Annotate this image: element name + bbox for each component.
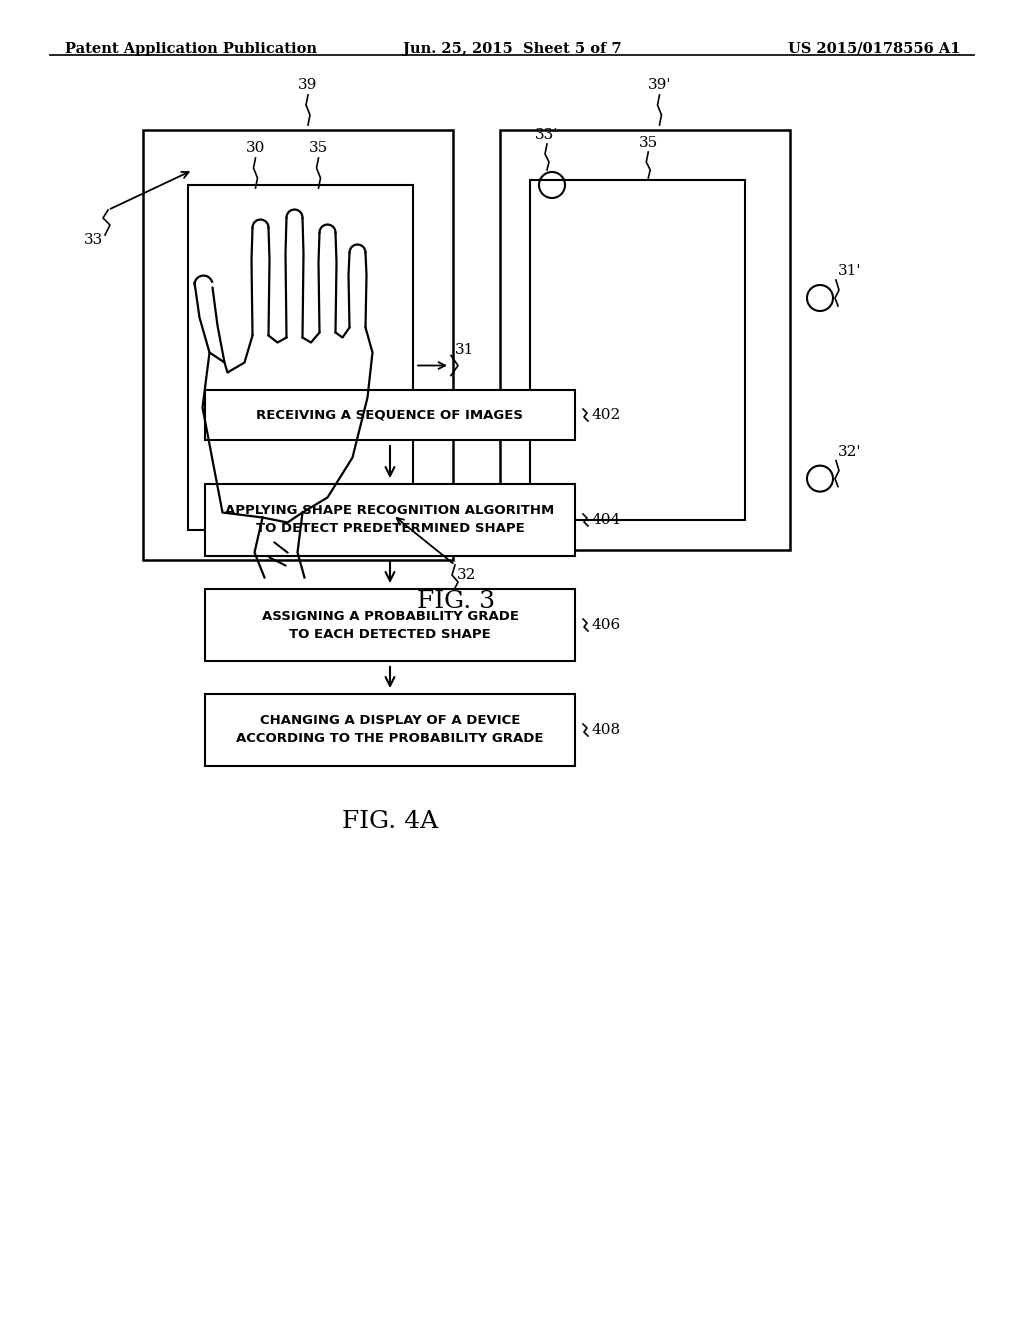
Text: 39: 39 [298,78,317,92]
Text: RECEIVING A SEQUENCE OF IMAGES: RECEIVING A SEQUENCE OF IMAGES [256,408,523,421]
Text: 406: 406 [591,618,621,632]
Text: FIG. 3: FIG. 3 [418,590,496,612]
Text: 35: 35 [639,136,657,150]
Text: 35: 35 [309,141,328,154]
Bar [205,389,575,440]
Bar [205,484,575,556]
Text: 33: 33 [84,234,103,247]
Text: 33': 33' [536,128,559,143]
Text: 408: 408 [591,723,621,737]
Text: APPLYING SHAPE RECOGNITION ALGORITHM
TO DETECT PREDETERMINED SHAPE: APPLYING SHAPE RECOGNITION ALGORITHM TO … [225,504,555,536]
Text: Jun. 25, 2015  Sheet 5 of 7: Jun. 25, 2015 Sheet 5 of 7 [402,42,622,55]
Text: 32: 32 [457,568,476,582]
Text: Patent Application Publication: Patent Application Publication [65,42,317,55]
Text: 31': 31' [838,264,861,279]
Bar [500,129,790,550]
Bar [188,185,413,531]
Text: 30: 30 [246,141,265,154]
Bar [530,180,745,520]
Text: US 2015/0178556 A1: US 2015/0178556 A1 [787,42,961,55]
Text: 31: 31 [455,342,474,356]
Bar [143,129,453,560]
Text: 32': 32' [838,445,861,458]
Text: CHANGING A DISPLAY OF A DEVICE
ACCORDING TO THE PROBABILITY GRADE: CHANGING A DISPLAY OF A DEVICE ACCORDING… [237,714,544,746]
Text: 404: 404 [591,513,621,527]
Text: 402: 402 [591,408,621,422]
Bar [205,694,575,766]
Text: 39': 39' [648,78,672,92]
Text: FIG. 4A: FIG. 4A [342,810,438,833]
Text: ASSIGNING A PROBABILITY GRADE
TO EACH DETECTED SHAPE: ASSIGNING A PROBABILITY GRADE TO EACH DE… [261,610,518,640]
Bar [205,589,575,661]
